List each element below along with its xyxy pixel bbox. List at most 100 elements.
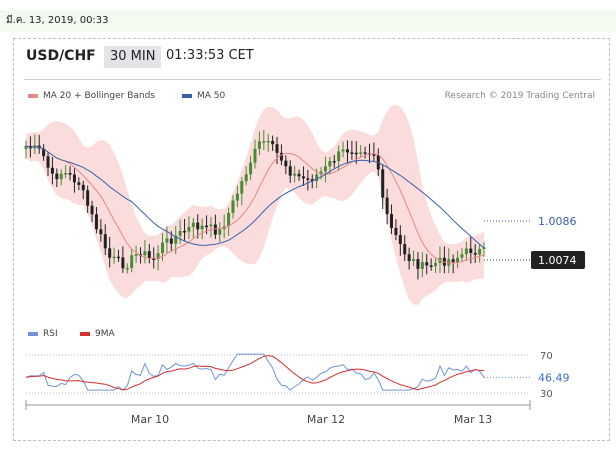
candle-body <box>77 182 81 185</box>
rsi-last-label: 46.49 <box>538 371 570 384</box>
legend-9ma-label: 9MA <box>95 329 115 339</box>
legend-rsi-label: RSI <box>43 329 58 339</box>
candle-body <box>262 141 266 143</box>
legend-ma50: MA 50 <box>182 91 225 101</box>
candle-body <box>275 144 279 153</box>
chart-header: USD/CHF 30 MIN 01:33:53 CET <box>14 39 609 79</box>
candle-body <box>394 227 398 235</box>
moving-averages <box>25 145 485 264</box>
candle-body <box>249 162 253 175</box>
candle-body <box>464 248 468 255</box>
ma50-line <box>25 145 485 249</box>
rsi-level-label: 70 <box>540 351 553 362</box>
bollinger-band-fill <box>26 104 484 306</box>
candle-body <box>403 244 407 255</box>
currency-pair: USD/CHF <box>26 48 96 64</box>
candle-body <box>24 145 28 149</box>
candle-body <box>235 193 239 201</box>
time-axis-label: Mar 12 <box>307 413 345 426</box>
candle-body <box>284 160 288 167</box>
rsi-panel: 70 30 46.49 <box>25 351 570 400</box>
legend-ma20-label: MA 20 + Bollinger Bands <box>43 91 155 101</box>
candle-body <box>469 248 473 253</box>
9ma-swatch <box>80 332 90 336</box>
candle-body <box>174 235 178 244</box>
candle-body <box>266 140 270 143</box>
candle-body <box>456 257 460 263</box>
candles-group <box>24 129 486 280</box>
candle-body <box>108 248 112 258</box>
candle-body <box>213 224 217 235</box>
candle-body <box>315 174 319 182</box>
candle-body <box>434 262 438 267</box>
candle-body <box>341 149 345 152</box>
candle-body <box>478 248 482 255</box>
candle-body <box>94 214 98 230</box>
candle-body <box>323 166 327 172</box>
candle-body <box>134 254 138 256</box>
time-axis: Mar 10 Mar 12 Mar 13 <box>25 400 531 426</box>
candle-body <box>156 253 160 260</box>
candle-body <box>90 205 94 215</box>
candle-body <box>390 214 394 228</box>
candle-body <box>328 161 332 167</box>
candle-body <box>161 242 165 254</box>
candle-body <box>407 254 411 262</box>
copyright-text: Research © 2019 Trading Central <box>444 91 595 101</box>
legend-ma20: MA 20 + Bollinger Bands <box>28 91 155 101</box>
legend-ma50-label: MA 50 <box>197 91 226 101</box>
candle-body <box>244 174 248 182</box>
candle-body <box>99 229 103 235</box>
candle-body <box>227 212 231 227</box>
timeframe-badge[interactable]: 30 MIN <box>104 46 162 68</box>
candle-body <box>363 152 367 154</box>
candle-body <box>183 230 187 233</box>
candle-body <box>473 252 477 255</box>
candle-body <box>187 226 191 232</box>
last-price-box <box>531 251 585 269</box>
legend-rsi: RSI <box>28 329 58 339</box>
candle-body <box>354 152 358 155</box>
last-price-label: 1.0074 <box>538 254 577 267</box>
candle-body <box>319 171 323 175</box>
candle-body <box>425 262 429 266</box>
ma20-swatch <box>28 94 38 98</box>
candle-body <box>147 251 151 259</box>
candle-body <box>297 173 301 177</box>
candle-body <box>81 184 85 191</box>
ma50-swatch <box>182 94 192 98</box>
candle-body <box>271 140 275 145</box>
candle-body <box>253 148 257 163</box>
candle-body <box>240 181 244 194</box>
candle-body <box>482 247 486 249</box>
candle-body <box>178 230 182 236</box>
candle-body <box>416 259 420 269</box>
candle-body <box>205 225 209 228</box>
candle-body <box>112 256 116 259</box>
candle-body <box>310 179 314 182</box>
candle-body <box>385 197 389 215</box>
candle-body <box>196 222 200 230</box>
candle-body <box>460 254 464 258</box>
candle-body <box>429 265 433 267</box>
candle-body <box>86 190 90 206</box>
candle-body <box>420 262 424 269</box>
candle-body <box>209 224 213 227</box>
candle-body <box>332 161 336 163</box>
clock-time: 01:33:53 CET <box>166 48 254 63</box>
candle-body <box>42 148 46 157</box>
candle-body <box>231 200 235 213</box>
candle-body <box>121 257 125 269</box>
candle-body <box>200 225 204 230</box>
candle-body <box>46 156 50 168</box>
candle-body <box>412 259 416 262</box>
candle-body <box>288 166 292 176</box>
candle-body <box>257 141 261 149</box>
candle-body <box>398 234 402 245</box>
candle-body <box>381 169 385 198</box>
candle-body <box>306 178 310 180</box>
candle-body <box>191 222 195 227</box>
candle-body <box>350 152 354 154</box>
candle-body <box>125 267 129 270</box>
